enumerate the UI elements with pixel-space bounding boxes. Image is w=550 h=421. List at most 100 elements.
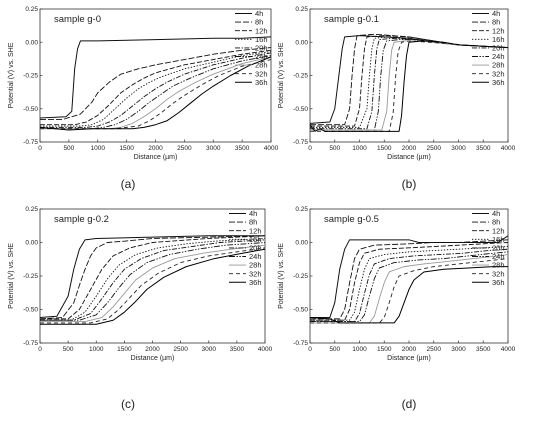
- y-tick-label: 0.00: [295, 240, 308, 247]
- x-tick-label: 0: [38, 145, 42, 152]
- x-tick-label: 4000: [264, 145, 279, 152]
- y-tick-label: -0.75: [23, 139, 38, 146]
- series-line-12h: [40, 49, 272, 126]
- y-tick-label: 0.25: [25, 206, 38, 213]
- y-tick-label: -0.25: [23, 73, 38, 80]
- legend-label-36h: 36h: [492, 78, 505, 87]
- panel-title: sample g-0: [54, 14, 101, 25]
- y-tick-label: -0.75: [293, 139, 308, 146]
- x-tick-label: 4000: [258, 346, 273, 353]
- y-tick-label: -0.25: [293, 73, 308, 80]
- legend-label-12h: 12h: [255, 26, 268, 35]
- plot-frame: [39, 8, 272, 143]
- y-tick-label: -0.25: [23, 273, 38, 280]
- legend-label-12h: 12h: [492, 26, 505, 35]
- series-line-32h: [310, 258, 509, 324]
- series-line-16h: [40, 238, 266, 321]
- x-tick-label: 2000: [148, 145, 163, 152]
- x-axis-label: Distance (µm): [134, 154, 178, 161]
- x-tick-label: 2000: [145, 346, 160, 353]
- series-line-20h: [40, 239, 266, 321]
- x-tick-label: 3500: [476, 346, 491, 353]
- y-axis-label: Potential (V) vs. SHE: [8, 42, 15, 108]
- series-line-12h: [310, 242, 509, 321]
- x-tick-label: 2500: [177, 145, 192, 152]
- y-tick-label: -0.75: [23, 340, 38, 347]
- series-line-32h: [40, 247, 266, 324]
- y-axis-label: Potential (V) vs. SHE: [278, 243, 285, 309]
- chart-panel-3: 0 500 1000 1500 2000 2500 3000 3500 4000 -0.75 -0.…: [278, 206, 516, 411]
- x-tick-label: 4000: [501, 145, 516, 152]
- legend-label-8h: 8h: [255, 18, 263, 27]
- legend-label-36h: 36h: [255, 78, 268, 87]
- series-line-16h: [310, 246, 509, 321]
- x-tick-label: 3500: [230, 346, 245, 353]
- x-axis-label: Distance (µm): [131, 355, 175, 362]
- panel-caption: (d): [402, 397, 417, 411]
- plot-frame: [309, 8, 509, 143]
- y-axis-label: Potential (V) vs. SHE: [8, 243, 15, 309]
- x-tick-label: 3000: [206, 145, 221, 152]
- x-tick-label: 1500: [117, 346, 132, 353]
- series-line-24h: [40, 242, 266, 321]
- x-tick-label: 2500: [173, 346, 188, 353]
- legend-label-4h: 4h: [492, 9, 500, 18]
- legend-label-24h: 24h: [492, 52, 505, 61]
- y-tick-label: -0.50: [293, 307, 308, 314]
- x-tick-label: 500: [329, 346, 340, 353]
- panel-title: sample g-0.2: [54, 214, 109, 225]
- y-tick-label: 0.25: [295, 206, 308, 213]
- series-line-36h: [39, 56, 272, 131]
- legend-label-24h: 24h: [255, 52, 268, 61]
- panel-title: sample g-0.5: [324, 214, 379, 225]
- x-tick-label: 1000: [91, 145, 106, 152]
- legend-label-28h: 28h: [255, 61, 268, 70]
- series-line-8h: [39, 235, 266, 320]
- series-line-36h: [309, 40, 509, 132]
- y-tick-label: -0.50: [23, 106, 38, 113]
- series-line-4h: [39, 235, 265, 319]
- plot-frame: [39, 208, 266, 344]
- legend-label-32h: 32h: [255, 69, 268, 78]
- y-tick-label: 0.00: [25, 240, 38, 247]
- chart-panel-1: 0 500 1000 1500 2000 2500 3000 3500 4000 -0.75 -0.…: [278, 6, 516, 191]
- x-tick-label: 3500: [476, 145, 491, 152]
- legend-label-28h: 28h: [492, 61, 505, 70]
- legend-label-12h: 12h: [492, 226, 505, 235]
- panel-caption: (b): [402, 177, 417, 191]
- legend-label-28h: 28h: [249, 261, 262, 270]
- panel-title: sample g-0.1: [324, 14, 379, 25]
- legend-label-20h: 20h: [492, 44, 505, 53]
- x-tick-label: 1500: [377, 145, 392, 152]
- series-line-28h: [40, 244, 266, 323]
- chart-panel-0: 0 500 1000 1500 2000 2500 3000 3500 4000 -0.75 -0.…: [8, 6, 279, 191]
- x-tick-label: 1000: [352, 145, 367, 152]
- x-tick-label: 2500: [427, 346, 442, 353]
- panel-caption: (c): [121, 397, 135, 411]
- panel-caption: (a): [121, 177, 136, 191]
- legend-label-16h: 16h: [492, 35, 505, 44]
- x-tick-label: 3000: [451, 346, 466, 353]
- legend-label-20h: 20h: [255, 44, 268, 53]
- x-tick-label: 0: [38, 346, 42, 353]
- chart-panel-2: 0 500 1000 1500 2000 2500 3000 3500 4000 -0.75 -0.…: [8, 206, 273, 411]
- legend-label-24h: 24h: [492, 252, 505, 261]
- legend-label-36h: 36h: [249, 278, 262, 287]
- series-line-24h: [310, 251, 509, 323]
- legend-label-16h: 16h: [492, 235, 505, 244]
- y-tick-label: 0.25: [25, 6, 38, 13]
- series-line-20h: [310, 248, 509, 323]
- legend-label-4h: 4h: [492, 209, 500, 218]
- x-tick-label: 1000: [89, 346, 104, 353]
- x-tick-label: 500: [329, 145, 340, 152]
- x-tick-label: 1000: [352, 346, 367, 353]
- y-tick-label: 0.25: [295, 6, 308, 13]
- series-line-8h: [40, 47, 272, 120]
- x-tick-label: 2500: [427, 145, 442, 152]
- x-tick-label: 0: [308, 346, 312, 353]
- legend-label-16h: 16h: [255, 35, 268, 44]
- y-tick-label: -0.25: [293, 273, 308, 280]
- legend-label-24h: 24h: [249, 252, 262, 261]
- x-tick-label: 3000: [451, 145, 466, 152]
